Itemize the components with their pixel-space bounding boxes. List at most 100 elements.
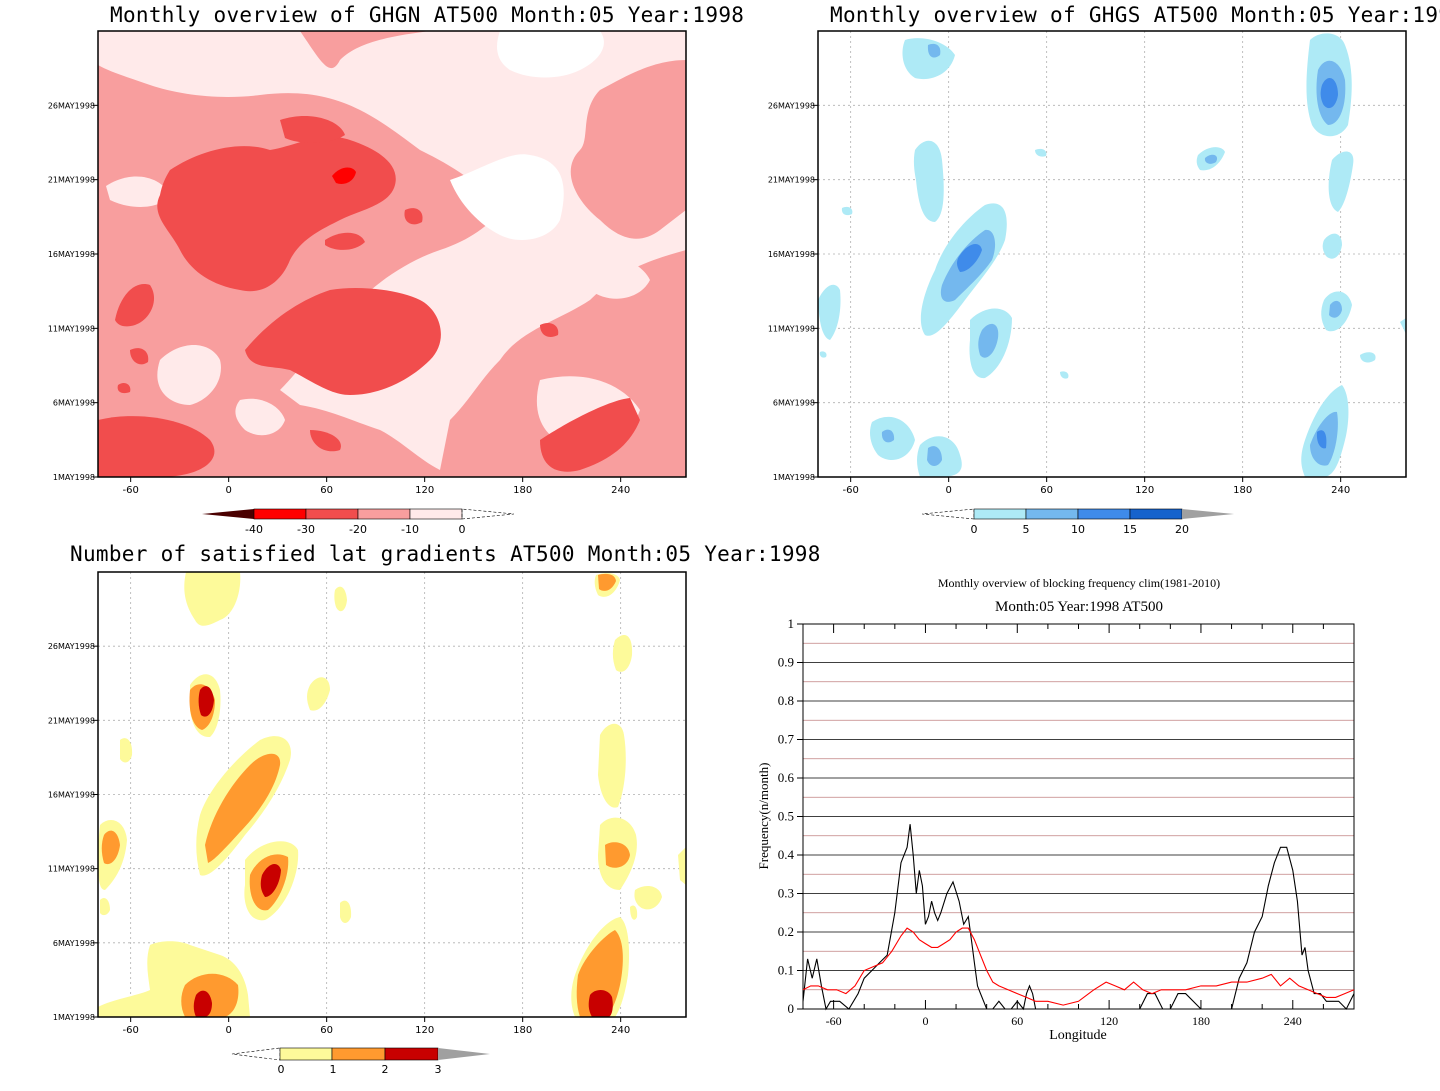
sat-level-2-region <box>101 830 120 865</box>
satisfied-x-tick-label: 0 <box>225 1025 231 1036</box>
ghgn-y-tick-label: 16MAY1998 <box>48 250 95 259</box>
ghgs-level-5-10-region <box>881 429 895 443</box>
ghgs-level-0-5-region <box>1322 233 1342 259</box>
ghgs-colorbar: 0 5 10 15 20 <box>921 508 1234 536</box>
ghgs-level-0-5-region <box>1400 318 1406 334</box>
sat-level-1-region <box>120 738 133 763</box>
blocking-y-tick-label: 0 <box>788 1001 795 1016</box>
ghgs-level-10-15-region <box>1316 430 1327 449</box>
ghgn-colorbar-swatch <box>253 508 307 520</box>
sat-level-1-region <box>598 723 626 808</box>
ghgs-level-10-15-region <box>1320 77 1338 109</box>
satisfied-colorbar-arrow-left <box>231 1047 281 1061</box>
sat-level-1-region <box>100 898 110 916</box>
ghgs-x-tick-label: 60 <box>1040 485 1053 496</box>
blocking-series-red-line <box>802 927 1355 1006</box>
satisfied-y-tick-label: 1MAY1998 <box>53 1013 95 1022</box>
satisfied-x-tick-label: 180 <box>513 1025 532 1036</box>
ghgs-level-5-10-region <box>927 43 941 58</box>
ghgn-level-minus30-region <box>332 167 356 184</box>
ghgn-y-tick-label: 6MAY1998 <box>53 399 95 408</box>
blocking-subtitle: Month:05 Year:1998 AT500 <box>995 599 1163 615</box>
ghgn-level-zero-region <box>106 176 170 207</box>
sat-level-1-region <box>334 586 347 612</box>
ghgn-colorbar-swatch <box>305 508 359 520</box>
blocking-x-tick-label: 120 <box>1100 1014 1118 1028</box>
ghgn-y-tick-label: 26MAY1998 <box>48 101 95 110</box>
satisfied-title: Number of satisfied lat gradients AT500 … <box>70 542 821 566</box>
ghgn-colorbar-label: -10 <box>401 523 419 536</box>
satisfied-colorbar-label: 3 <box>435 1063 442 1076</box>
ghgn-level-zero-region <box>157 345 221 405</box>
ghgn-colorbar-swatch <box>409 508 463 520</box>
blocking-y-tick-label: 0.1 <box>778 963 794 978</box>
sat-level-3-region <box>193 990 212 1017</box>
ghgn-level-minus20-region <box>98 416 215 477</box>
ghgs-level-5-10-region <box>927 446 942 466</box>
ghgs-colorbar-arrow-right <box>1182 509 1234 519</box>
ghgs-x-tick-label: 240 <box>1331 485 1350 496</box>
ghgs-level-0-5-region <box>1035 148 1047 157</box>
ghgs-colorbar-swatch <box>973 508 1027 520</box>
blocking-x-tick-label: 240 <box>1284 1014 1302 1028</box>
ghgn-x-tick-label: 240 <box>611 485 630 496</box>
blocking-x-tick-label: 180 <box>1192 1014 1210 1028</box>
ghgn-level-minus20-region <box>404 208 423 225</box>
ghgn-level-minus20-region <box>310 430 341 452</box>
ghgn-x-tick-label: 0 <box>225 485 231 496</box>
ghgn-title: Monthly overview of GHGN AT500 Month:05 … <box>110 3 745 27</box>
satisfied-colorbar: 0 1 2 3 <box>231 1047 490 1076</box>
ghgs-colorbar-label: 20 <box>1175 523 1189 536</box>
ghgn-colorbar-label: 0 <box>459 523 466 536</box>
blocking-xlabel: Longitude <box>1049 1028 1107 1043</box>
ghgn-colorbar-label: -30 <box>297 523 315 536</box>
ghgn-level-minus20-region <box>280 115 345 143</box>
satisfied-colorbar-label: 1 <box>330 1063 337 1076</box>
ghgs-level-5-10-region <box>1329 300 1342 318</box>
ghgs-colorbar-swatch <box>1025 508 1079 520</box>
ghgn-level-minus20-region <box>115 284 155 327</box>
ghgs-level-10-15-region <box>957 243 982 272</box>
ghgs-level-5-10-region <box>978 323 999 358</box>
blocking-y-tick-label: 0.7 <box>778 732 795 747</box>
ghgn-level-minus20-region <box>540 398 640 472</box>
sat-level-1-region <box>307 677 330 711</box>
blocking-title: Monthly overview of blocking frequency c… <box>938 576 1220 590</box>
sat-level-1-region <box>678 847 686 885</box>
ghgs-title: Monthly overview of GHGS AT500 Month:05 … <box>830 3 1440 27</box>
blocking-y-tick-label: 0.6 <box>778 770 795 785</box>
ghgs-level-0-5-region <box>841 206 853 216</box>
sat-level-1-region <box>634 885 662 910</box>
blocking-y-tick-label: 1 <box>788 616 795 631</box>
satisfied-y-tick-label: 26MAY1998 <box>48 642 95 651</box>
ghgs-x-tick-label: 120 <box>1135 485 1154 496</box>
ghgn-level-zero-region <box>98 31 686 470</box>
ghgn-level-white-region <box>450 154 564 240</box>
satisfied-y-tick-label: 6MAY1998 <box>53 939 95 948</box>
ghgn-x-tick-label: -60 <box>122 485 138 496</box>
ghgs-level-0-5-region <box>1060 371 1069 379</box>
ghgs-y-tick-label: 1MAY1998 <box>773 473 815 482</box>
satisfied-colorbar-label: 2 <box>382 1063 389 1076</box>
blocking-y-tick-label: 0.4 <box>778 847 795 862</box>
satisfied-x-tick-label: 240 <box>611 1025 630 1036</box>
ghgn-x-tick-label: 120 <box>415 485 434 496</box>
sat-level-2-region <box>605 842 630 868</box>
ghgs-y-tick-label: 6MAY1998 <box>773 399 815 408</box>
ghgn-y-tick-label: 11MAY1998 <box>48 324 95 333</box>
blocking-chart: Monthly overview of blocking frequency c… <box>756 576 1355 1043</box>
ghgs-colorbar-label: 10 <box>1071 523 1085 536</box>
ghgs-level-0-5-region <box>902 38 955 80</box>
ghgs-x-tick-label: 0 <box>945 485 951 496</box>
ghgs-level-0-5-region <box>913 140 944 222</box>
ghgs-y-tick-label: 26MAY1998 <box>768 101 815 110</box>
sat-level-3-region <box>198 686 214 717</box>
satisfied-x-tick-label: 120 <box>415 1025 434 1036</box>
blocking-y-tick-label: 0.9 <box>778 655 794 670</box>
ghgs-y-tick-label: 21MAY1998 <box>768 176 815 185</box>
sat-level-3-region <box>260 863 281 897</box>
blocking-y-tick-label: 0.5 <box>778 809 794 824</box>
sat-level-1-region <box>612 635 633 672</box>
sat-level-2-region <box>598 573 616 591</box>
ghgn-x-tick-label: 180 <box>513 485 532 496</box>
